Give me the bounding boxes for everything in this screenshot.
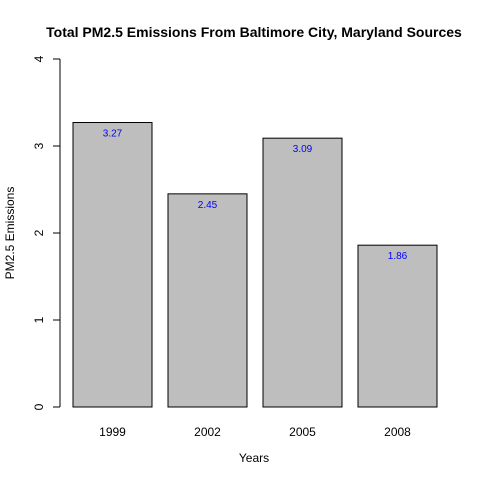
chart-title: Total PM2.5 Emissions From Baltimore Cit… <box>46 24 462 40</box>
data-label-2002: 2.45 <box>198 200 218 211</box>
y-tick-label: 3 <box>32 142 46 149</box>
y-tick-label: 0 <box>32 403 46 410</box>
y-axis-label: PM2.5 Emissions <box>3 187 17 280</box>
x-tick-label: 2002 <box>194 425 221 439</box>
y-tick-label: 2 <box>32 229 46 236</box>
x-tick-label: 2008 <box>384 425 411 439</box>
data-label-2008: 1.86 <box>388 251 408 262</box>
y-axis: 0 1 2 3 4 <box>32 55 61 410</box>
bars-group: 3.27 1999 2.45 2002 3.09 2005 1.86 2008 <box>72 122 438 439</box>
x-tick-label: 2005 <box>289 425 316 439</box>
y-tick-label: 1 <box>32 316 46 323</box>
y-tick-label: 4 <box>32 55 46 62</box>
x-tick-label: 1999 <box>99 425 126 439</box>
bar-2008 <box>357 244 438 408</box>
data-label-1999: 3.27 <box>103 129 123 140</box>
bar-1999 <box>72 122 153 408</box>
bar-2002 <box>167 193 248 408</box>
data-label-2005: 3.09 <box>293 144 313 155</box>
bar-2005 <box>262 137 343 408</box>
x-axis-label: Years <box>239 451 269 465</box>
